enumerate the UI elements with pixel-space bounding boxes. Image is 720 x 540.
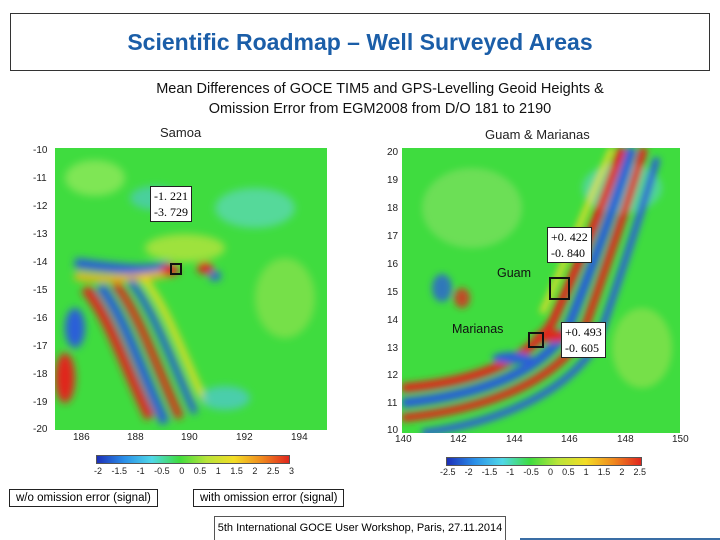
annotation-value: +0. 422 [551,230,588,244]
y-tick: -15 [33,285,48,296]
samoa-colorbar-ticks: -2 -1.5 -1 -0.5 0 0.5 1 1.5 2 2.5 3 [94,466,294,476]
y-tick: -12 [33,201,48,212]
samoa-annotation: -1. 221 -3. 729 [150,186,192,222]
colorbar-tick: 2 [619,467,625,477]
x-tick: 144 [506,434,523,445]
colorbar-tick: 2 [252,466,258,476]
x-tick: 150 [672,434,689,445]
title-box: Scientific Roadmap – Well Surveyed Areas [10,13,710,71]
y-tick: 10 [387,425,399,436]
colorbar-tick: -2.5 [440,467,456,477]
slide-accent-line [520,538,720,540]
y-tick: 14 [387,315,399,326]
colorbar-tick: 0 [179,466,185,476]
y-tick: -19 [33,397,48,408]
x-tick: 148 [617,434,634,445]
colorbar-tick: 1.5 [597,467,611,477]
y-tick: -10 [33,145,48,156]
colorbar-tick: 3 [288,466,294,476]
annotation-value: -0. 840 [551,246,585,260]
colorbar-tick: 0.5 [562,467,575,477]
x-tick: 142 [450,434,467,445]
marianas-place-label: Marianas [452,322,504,336]
colorbar-tick: 0 [547,467,553,477]
y-tick: 16 [387,259,399,270]
x-tick: 140 [395,434,412,445]
annotation-value: -1. 221 [154,189,188,203]
y-tick: -17 [33,341,48,352]
colorbar-tick: -2 [464,467,473,477]
y-tick: -18 [33,369,48,380]
colorbar-tick: -1.5 [481,467,498,477]
y-tick: -14 [33,257,48,268]
colorbar-tick: 1 [215,466,221,476]
with-omission-legend: with omission error (signal) [193,489,345,507]
subtitle-line-1: Mean Differences of GOCE TIM5 and GPS-Le… [156,81,604,97]
colorbar-tick: -1.5 [111,466,128,476]
guam-panel-label: Guam & Marianas [485,127,590,142]
guam-colorbar-ticks: -2.5 -2 -1.5 -1 -0.5 0 0.5 1 1.5 2 2.5 [440,467,646,477]
y-tick: 11 [387,398,398,409]
guam-annotation: +0. 422 -0. 840 [547,227,592,263]
y-tick: 17 [387,231,399,242]
annotation-value: -3. 729 [154,205,188,219]
y-tick: 19 [387,175,399,186]
y-tick: -13 [33,229,48,240]
y-tick: 15 [387,287,399,298]
colorbar-tick: -2 [94,466,103,476]
colorbar-tick: -0.5 [523,467,539,477]
x-tick: 192 [236,432,253,443]
marianas-annotation: +0. 493 -0. 605 [561,322,606,358]
colorbar-tick: -1 [136,466,145,476]
without-omission-legend: w/o omission error (signal) [9,489,158,507]
annotation-value: -0. 605 [565,341,599,355]
footer: 5th International GOCE User Workshop, Pa… [214,516,506,540]
x-tick: 188 [127,432,144,443]
marianas-site-marker [528,332,544,348]
x-tick: 190 [181,432,198,443]
colorbar-tick: 1 [583,467,589,477]
y-tick: -16 [33,313,48,324]
guam-place-label: Guam [497,266,532,280]
colorbar-tick: 2.5 [266,466,280,476]
slide-title: Scientific Roadmap – Well Surveyed Areas [127,28,593,55]
x-tick: 146 [561,434,578,445]
colorbar-tick: -1 [506,467,515,477]
y-tick: 18 [387,203,399,214]
samoa-panel-label: Samoa [160,125,202,140]
guam-map [402,148,680,433]
colorbar-tick: 1.5 [230,466,243,476]
subtitle-line-2: Omission Error from EGM2008 from D/O 181… [208,101,552,117]
samoa-colorbar [96,455,290,464]
guam-site-marker [549,277,570,300]
colorbar-tick: 0.5 [193,466,207,476]
guam-colorbar [446,457,642,466]
y-tick: -20 [33,424,48,435]
y-tick: -11 [33,173,47,184]
x-tick: 186 [73,432,90,443]
y-tick: 20 [387,147,399,158]
y-tick: 12 [387,370,399,381]
y-tick: 13 [387,343,399,354]
colorbar-tick: -0.5 [154,466,170,476]
colorbar-tick: 2.5 [633,467,646,477]
annotation-value: +0. 493 [565,325,602,339]
x-tick: 194 [291,432,308,443]
samoa-site-marker [170,263,182,275]
